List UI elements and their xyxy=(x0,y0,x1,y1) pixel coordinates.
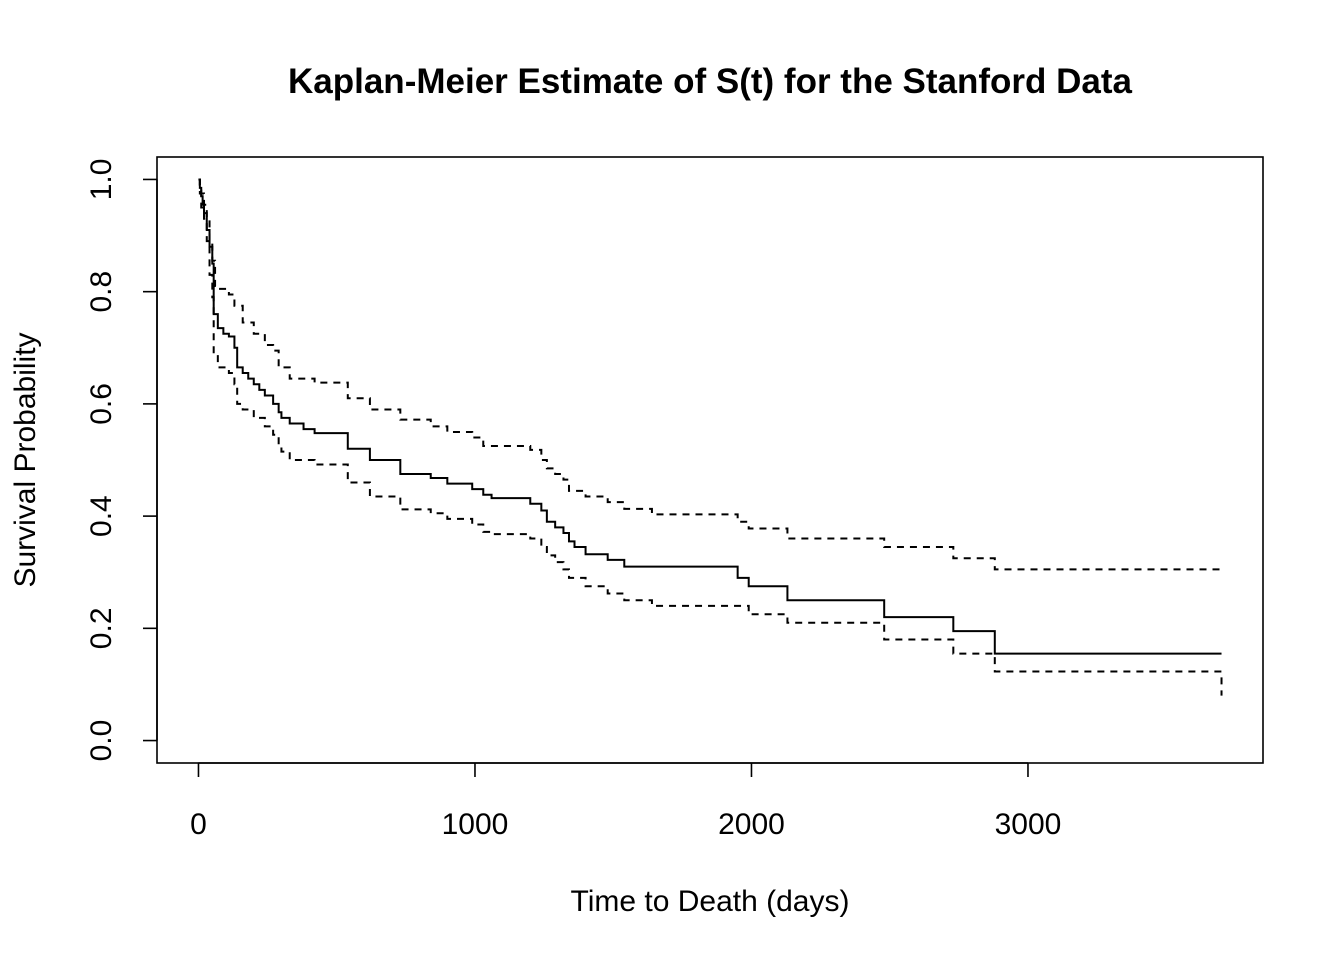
y-tick-label: 0.8 xyxy=(85,271,118,313)
survival-estimate-line xyxy=(198,178,1222,655)
chart-title: Kaplan-Meier Estimate of S(t) for the St… xyxy=(288,62,1133,101)
y-axis: 0.0 0.2 0.4 0.6 0.8 1.0 xyxy=(85,159,158,762)
y-tick-label: 1.0 xyxy=(85,159,118,201)
series-layer xyxy=(198,178,1223,696)
x-tick-label: 2000 xyxy=(718,808,785,841)
y-tick-label: 0.0 xyxy=(85,720,118,762)
y-axis-label: Survival Probability xyxy=(9,332,42,587)
x-tick-label: 0 xyxy=(190,808,207,841)
confidence-bound-line xyxy=(198,178,1223,696)
x-axis: 0 1000 2000 3000 xyxy=(190,762,1062,841)
y-tick-label: 0.4 xyxy=(85,495,118,537)
y-tick-label: 0.2 xyxy=(85,607,118,649)
confidence-bound-line xyxy=(198,178,1222,571)
x-tick-label: 1000 xyxy=(442,808,509,841)
x-tick-label: 3000 xyxy=(995,808,1062,841)
y-tick-label: 0.6 xyxy=(85,383,118,425)
x-axis-label: Time to Death (days) xyxy=(571,885,850,918)
